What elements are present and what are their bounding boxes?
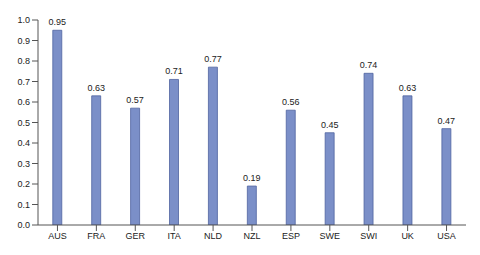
svg-text:0.71: 0.71: [165, 66, 183, 76]
svg-text:FRA: FRA: [87, 231, 105, 241]
svg-text:GER: GER: [126, 231, 146, 241]
svg-text:ITA: ITA: [168, 231, 181, 241]
svg-text:0.56: 0.56: [282, 97, 300, 107]
svg-text:NZL: NZL: [243, 231, 260, 241]
svg-text:0.47: 0.47: [438, 116, 456, 126]
svg-text:0.4: 0.4: [17, 138, 30, 148]
svg-text:0.6: 0.6: [17, 97, 30, 107]
svg-text:0.3: 0.3: [17, 159, 30, 169]
svg-text:0.63: 0.63: [399, 83, 417, 93]
svg-text:SWE: SWE: [320, 231, 341, 241]
svg-text:0.7: 0.7: [17, 77, 30, 87]
svg-text:0.57: 0.57: [126, 95, 144, 105]
svg-text:0.8: 0.8: [17, 56, 30, 66]
svg-text:0.45: 0.45: [321, 120, 339, 130]
svg-text:0.9: 0.9: [17, 36, 30, 46]
svg-text:0.77: 0.77: [204, 54, 222, 64]
svg-text:0.2: 0.2: [17, 179, 30, 189]
svg-text:0.95: 0.95: [49, 17, 67, 27]
svg-text:0.63: 0.63: [87, 83, 105, 93]
svg-text:0.5: 0.5: [17, 118, 30, 128]
svg-text:0.19: 0.19: [243, 173, 261, 183]
svg-text:USA: USA: [437, 231, 456, 241]
svg-text:0.74: 0.74: [360, 60, 378, 70]
svg-text:SWI: SWI: [360, 231, 377, 241]
svg-text:0.0: 0.0: [17, 220, 30, 230]
svg-text:UK: UK: [401, 231, 414, 241]
svg-text:1.0: 1.0: [17, 15, 30, 25]
svg-text:NLD: NLD: [204, 231, 223, 241]
svg-text:ESP: ESP: [282, 231, 300, 241]
svg-text:0.1: 0.1: [17, 200, 30, 210]
svg-text:AUS: AUS: [48, 231, 67, 241]
